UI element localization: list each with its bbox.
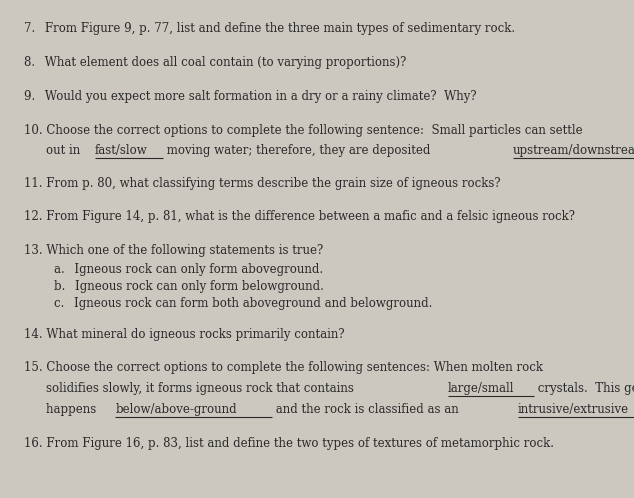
Text: c.  Igneous rock can form both aboveground and belowground.: c. Igneous rock can form both abovegroun… <box>54 297 432 310</box>
Text: 13. Which one of the following statements is true?: 13. Which one of the following statement… <box>24 244 323 257</box>
Text: out in: out in <box>46 144 84 157</box>
Text: 15. Choose the correct options to complete the following sentences: When molten : 15. Choose the correct options to comple… <box>24 361 543 374</box>
Text: 14. What mineral do igneous rocks primarily contain?: 14. What mineral do igneous rocks primar… <box>24 328 345 341</box>
Text: happens: happens <box>46 403 100 416</box>
Text: 12. From Figure 14, p. 81, what is the difference between a mafic and a felsic i: 12. From Figure 14, p. 81, what is the d… <box>24 210 575 223</box>
Text: solidifies slowly, it forms igneous rock that contains: solidifies slowly, it forms igneous rock… <box>46 382 358 395</box>
Text: moving water; therefore, they are deposited: moving water; therefore, they are deposi… <box>163 144 434 157</box>
Text: 11. From p. 80, what classifying terms describe the grain size of igneous rocks?: 11. From p. 80, what classifying terms d… <box>24 177 501 190</box>
Text: 7.  From Figure 9, p. 77, list and define the three main types of sedimentary ro: 7. From Figure 9, p. 77, list and define… <box>24 22 515 35</box>
Text: b.  Igneous rock can only form belowground.: b. Igneous rock can only form belowgroun… <box>54 280 324 293</box>
Text: a.  Igneous rock can only form aboveground.: a. Igneous rock can only form abovegroun… <box>54 263 323 276</box>
Text: 9.  Would you expect more salt formation in a dry or a rainy climate?  Why?: 9. Would you expect more salt formation … <box>24 90 477 103</box>
Text: intrusive/extrusive: intrusive/extrusive <box>518 403 629 416</box>
Text: large/small: large/small <box>448 382 514 395</box>
Text: below/above-ground: below/above-ground <box>115 403 237 416</box>
Text: and the rock is classified as an: and the rock is classified as an <box>272 403 463 416</box>
Text: upstream/downstream: upstream/downstream <box>512 144 634 157</box>
Text: crystals.  This generally: crystals. This generally <box>534 382 634 395</box>
Text: fast/slow: fast/slow <box>94 144 148 157</box>
Text: 10. Choose the correct options to complete the following sentence:  Small partic: 10. Choose the correct options to comple… <box>24 124 583 136</box>
Text: 8.  What element does all coal contain (to varying proportions)?: 8. What element does all coal contain (t… <box>24 56 406 69</box>
Text: 16. From Figure 16, p. 83, list and define the two types of textures of metamorp: 16. From Figure 16, p. 83, list and defi… <box>24 437 554 450</box>
